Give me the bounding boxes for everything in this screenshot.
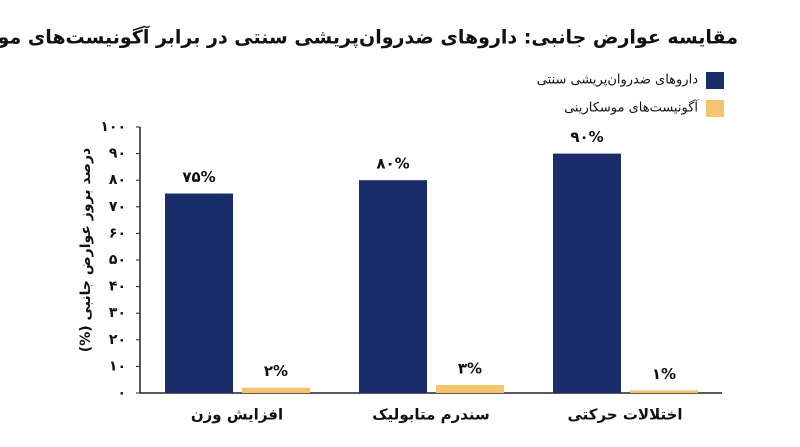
x-tick-label: سندرم متابولیک xyxy=(372,406,490,424)
value-label: ۷۵% xyxy=(182,168,215,186)
y-tick-label: ۰ xyxy=(117,385,126,401)
value-label: ۹۰% xyxy=(570,128,603,146)
bar xyxy=(359,180,427,393)
y-tick-label: ۵۰ xyxy=(109,252,126,268)
y-tick-label: ۳۰ xyxy=(109,305,126,321)
y-tick-label: ۷۰ xyxy=(109,199,126,215)
bar xyxy=(436,385,504,393)
legend-swatch xyxy=(706,72,724,89)
x-tick-label: اختلالات حرکتی xyxy=(567,406,682,424)
x-tick-label: افزایش وزن xyxy=(191,406,283,424)
y-tick-label: ۶۰ xyxy=(109,225,126,241)
y-axis-label: درصد بروز عوارض جانبی (%) xyxy=(78,148,94,352)
y-tick-label: ۱۰ xyxy=(109,358,126,374)
y-tick-label: ۲۰ xyxy=(109,332,126,348)
chart-title: مقایسه عوارض جانبی: داروهای ضدروان‌پریشی… xyxy=(0,25,738,49)
value-label: ۸۰% xyxy=(376,155,409,173)
y-tick-label: ۸۰ xyxy=(109,172,126,188)
bar xyxy=(553,153,621,393)
y-tick-label: ۹۰ xyxy=(109,146,126,162)
legend-label: داروهای ضدروان‌پریشی سنتی xyxy=(537,73,698,88)
bar xyxy=(630,390,698,393)
y-tick-label: ۱۰۰ xyxy=(100,119,126,135)
legend-label: آگونیست‌های موسکارینی xyxy=(564,99,699,116)
value-label: ۲% xyxy=(264,362,288,380)
value-label: ۱% xyxy=(652,365,676,383)
bar xyxy=(242,387,310,393)
legend-swatch xyxy=(706,100,724,117)
y-tick-label: ۴۰ xyxy=(109,279,126,295)
bar xyxy=(165,193,233,393)
value-label: ۳% xyxy=(458,360,482,378)
